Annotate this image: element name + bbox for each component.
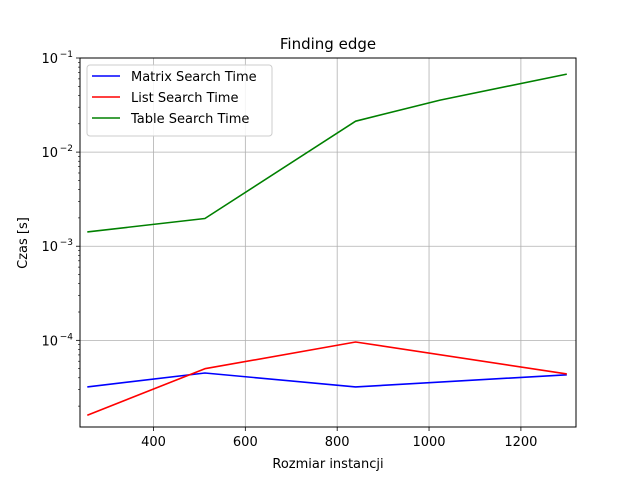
y-tick-exponent: −3: [60, 238, 73, 248]
series-line-2: [87, 341, 567, 416]
legend-label: List Search Time: [131, 91, 238, 106]
y-tick-base: 10: [41, 334, 58, 349]
series-line-1: [87, 372, 567, 388]
series-line-3: [87, 73, 567, 233]
y-axis: 10−410−310−210−1: [41, 50, 80, 407]
y-tick-base: 10: [41, 146, 58, 161]
x-axis-label: Rozmiar instancji: [272, 457, 383, 472]
y-tick-base: 10: [41, 240, 58, 255]
y-tick-base: 10: [41, 52, 58, 67]
y-tick-label: 10: [41, 146, 58, 161]
legend-label: Matrix Search Time: [131, 70, 257, 85]
plot-frame: [79, 57, 577, 428]
y-tick-exponent: −4: [60, 332, 74, 342]
chart-title: Finding edge: [280, 35, 376, 53]
y-tick-exponent: −2: [60, 144, 73, 154]
y-tick-label: 10: [41, 52, 58, 67]
x-axis: 400 600 800 1000 1200: [141, 427, 537, 450]
y-tick-exponent: −1: [60, 50, 73, 60]
x-tick-label: 1200: [504, 435, 537, 450]
x-tick-label: 1000: [412, 435, 445, 450]
x-tick-label: 600: [233, 435, 258, 450]
series-layer: [87, 73, 567, 416]
y-tick-label: 10: [41, 240, 58, 255]
legend-label: Table Search Time: [130, 112, 249, 127]
legend: Matrix Search Time List Search Time Table …: [86, 64, 273, 137]
x-tick-label: 800: [325, 435, 350, 450]
y-tick-label: 10: [41, 334, 58, 349]
y-axis-label: Czas [s]: [16, 217, 31, 269]
legend-box: [86, 64, 273, 137]
x-tick-label: 400: [141, 435, 166, 450]
